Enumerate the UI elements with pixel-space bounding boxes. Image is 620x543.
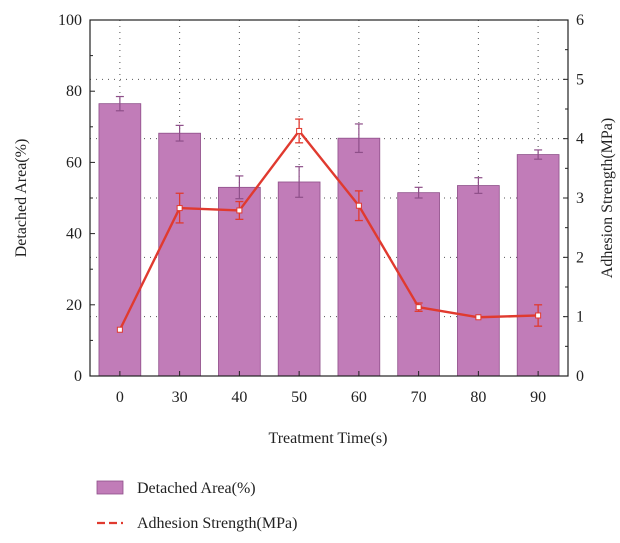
- bar: [457, 185, 500, 377]
- bar-layer: [98, 95, 560, 377]
- y2-tick-label: 3: [576, 190, 584, 207]
- y2-tick-label: 5: [576, 71, 584, 88]
- line-layer: [116, 118, 543, 333]
- y2-tick-label: 6: [576, 12, 584, 29]
- x-tick-label: 40: [231, 389, 247, 406]
- x-tick-label: 50: [291, 389, 307, 406]
- line-point: [355, 202, 362, 209]
- bar: [158, 132, 201, 377]
- x-tick-label: 80: [470, 389, 486, 406]
- legend: Detached Area(%) Adhesion Strength(MPa): [96, 480, 297, 532]
- x-tick-label: 70: [411, 389, 427, 406]
- x-tick-label: 0: [116, 389, 124, 406]
- bar: [277, 181, 321, 377]
- y2-axis-title: Adhesion Strength(MPa): [599, 118, 616, 278]
- x-tick-label: 30: [172, 389, 188, 406]
- y2-tick-label: 0: [576, 368, 584, 385]
- line-point: [176, 205, 183, 212]
- bar: [516, 154, 560, 377]
- bar: [337, 137, 381, 377]
- y-tick-label: 100: [58, 12, 82, 29]
- y-tick-label: 60: [66, 154, 82, 171]
- x-axis-title: Treatment Time(s): [269, 430, 388, 447]
- legend-label-detached-area: Detached Area(%): [137, 480, 256, 497]
- y-axis-title: Detached Area(%): [13, 139, 30, 258]
- y-tick-label: 20: [66, 297, 82, 314]
- y-tick-label: 0: [74, 368, 82, 385]
- y2-tick-label: 2: [576, 249, 584, 266]
- x-tick-label: 60: [351, 389, 367, 406]
- y-tick-label: 80: [66, 83, 82, 100]
- legend-swatch-bar: [96, 480, 124, 495]
- tick-layer: 0 30 40 50 60 70 80 90 0 20 40 60 80 100 0 1 2 3 4 5 6: [58, 12, 584, 406]
- line-point: [535, 312, 542, 319]
- y-tick-label: 40: [66, 226, 82, 243]
- x-tick-label: 90: [530, 389, 546, 406]
- bar: [98, 103, 142, 377]
- adhesion-strength-line: [118, 129, 539, 331]
- legend-label-adhesion-strength: Adhesion Strength(MPa): [137, 515, 297, 532]
- line-point: [415, 304, 422, 311]
- line-point: [475, 314, 482, 321]
- y2-tick-label: 1: [576, 309, 584, 326]
- line-point: [296, 127, 303, 134]
- line-point: [236, 207, 243, 214]
- line-point: [116, 326, 123, 333]
- y2-tick-label: 4: [576, 131, 584, 148]
